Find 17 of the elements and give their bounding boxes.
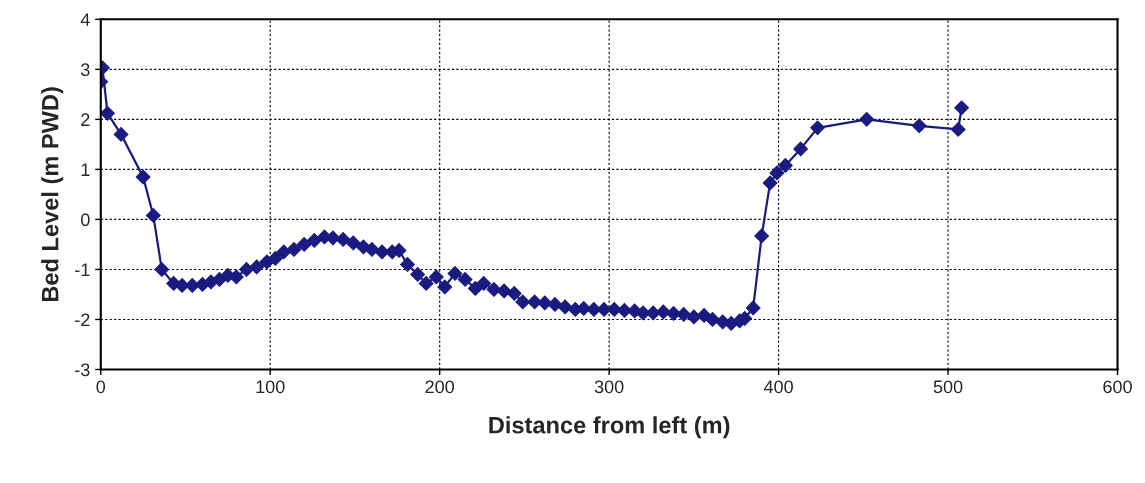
x-tick-label: 100 (256, 380, 285, 394)
y-tick-label: 0 (81, 213, 90, 227)
x-tick-label: 200 (425, 380, 455, 394)
x-tick-label: 500 (933, 380, 963, 394)
y-tick-label: -2 (75, 313, 90, 327)
y-tick-label: 1 (81, 163, 90, 176)
y-tick-label: -3 (75, 363, 90, 377)
y-tick-label: 3 (80, 63, 90, 77)
x-axis-title: Distance from left (m) (489, 416, 730, 439)
x-tick-label: 0 (96, 380, 106, 394)
y-tick-label: 4 (80, 13, 90, 26)
y-tick-label: 2 (81, 113, 90, 126)
x-tick-label: 300 (594, 380, 624, 394)
x-tick-label: 600 (1103, 380, 1132, 394)
y-axis-title: Bed Level (m PWD) (41, 87, 64, 302)
y-tick-label: -1 (75, 263, 90, 276)
x-tick-label: 400 (763, 380, 793, 394)
